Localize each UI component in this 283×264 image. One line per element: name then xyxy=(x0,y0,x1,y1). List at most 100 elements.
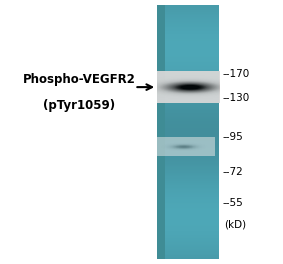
Bar xyxy=(157,216,164,217)
Bar xyxy=(157,33,219,35)
Bar xyxy=(157,21,164,22)
Bar xyxy=(157,116,219,117)
Bar xyxy=(157,228,164,230)
Bar xyxy=(157,27,219,29)
Bar xyxy=(157,251,219,253)
Bar xyxy=(157,38,219,40)
Bar xyxy=(157,41,219,43)
Bar xyxy=(157,94,219,96)
Bar xyxy=(157,165,219,167)
Bar xyxy=(157,203,164,205)
Bar xyxy=(157,137,219,139)
Bar xyxy=(157,110,164,112)
Bar xyxy=(157,34,219,36)
Bar xyxy=(157,99,164,101)
Bar xyxy=(157,141,164,143)
Bar xyxy=(157,66,164,68)
Bar xyxy=(157,199,164,201)
Bar xyxy=(157,36,219,37)
Bar xyxy=(157,174,219,176)
Bar xyxy=(157,57,219,59)
Bar xyxy=(157,192,219,193)
Bar xyxy=(157,15,164,17)
Bar xyxy=(157,192,164,193)
Bar xyxy=(157,23,164,25)
Bar xyxy=(157,207,164,209)
Bar xyxy=(157,29,164,31)
Bar xyxy=(157,71,164,73)
Bar xyxy=(157,230,219,231)
Bar xyxy=(157,72,219,74)
Bar xyxy=(157,132,219,134)
Bar xyxy=(157,129,219,131)
Bar xyxy=(157,255,219,257)
Bar xyxy=(157,255,164,257)
Bar xyxy=(157,24,219,26)
Bar xyxy=(157,188,164,190)
Bar xyxy=(157,136,219,138)
Bar xyxy=(157,97,219,98)
Bar xyxy=(157,137,164,139)
Bar xyxy=(157,147,219,149)
Bar xyxy=(157,31,219,32)
Bar xyxy=(157,198,219,200)
Bar xyxy=(157,204,164,206)
Bar xyxy=(157,85,219,87)
Bar xyxy=(157,188,219,190)
Bar xyxy=(157,59,164,60)
Bar xyxy=(157,40,164,41)
Bar xyxy=(157,127,219,129)
Bar xyxy=(157,213,164,215)
Bar xyxy=(157,184,219,186)
Bar xyxy=(157,57,164,59)
Bar xyxy=(157,140,219,141)
Bar xyxy=(157,91,219,93)
Bar xyxy=(157,122,164,124)
Bar xyxy=(157,52,164,54)
Bar xyxy=(157,250,164,252)
Bar xyxy=(157,78,219,79)
Bar xyxy=(157,27,164,29)
Bar xyxy=(157,43,164,45)
Bar xyxy=(157,199,219,201)
Bar xyxy=(157,212,219,214)
Bar xyxy=(157,217,164,219)
Bar xyxy=(157,145,219,147)
Bar xyxy=(157,5,219,7)
Bar xyxy=(157,109,219,111)
Bar xyxy=(157,126,164,128)
Bar xyxy=(157,224,219,226)
Bar xyxy=(157,219,164,221)
Bar xyxy=(157,17,164,18)
Bar xyxy=(157,230,164,231)
Bar xyxy=(157,61,164,63)
Bar xyxy=(157,213,219,215)
Bar xyxy=(157,162,164,164)
Bar xyxy=(157,34,164,36)
Bar xyxy=(157,256,219,258)
Bar xyxy=(157,183,164,185)
Bar xyxy=(157,138,219,140)
Bar xyxy=(157,166,219,168)
Bar xyxy=(157,113,164,115)
Bar xyxy=(157,81,164,83)
Bar xyxy=(157,242,219,244)
Bar xyxy=(157,235,164,236)
Bar xyxy=(157,88,164,89)
Bar xyxy=(157,180,219,182)
Bar xyxy=(157,186,164,188)
Bar xyxy=(157,184,164,186)
Bar xyxy=(157,194,164,196)
Bar xyxy=(157,79,219,81)
Bar xyxy=(157,74,164,76)
Bar xyxy=(157,209,219,211)
Bar xyxy=(157,50,219,51)
Bar xyxy=(157,227,219,229)
Bar xyxy=(157,8,219,10)
Bar xyxy=(157,136,164,138)
Bar xyxy=(157,161,164,163)
Bar xyxy=(157,55,164,56)
Bar xyxy=(157,179,219,181)
Bar xyxy=(157,43,219,45)
Bar xyxy=(157,38,164,40)
